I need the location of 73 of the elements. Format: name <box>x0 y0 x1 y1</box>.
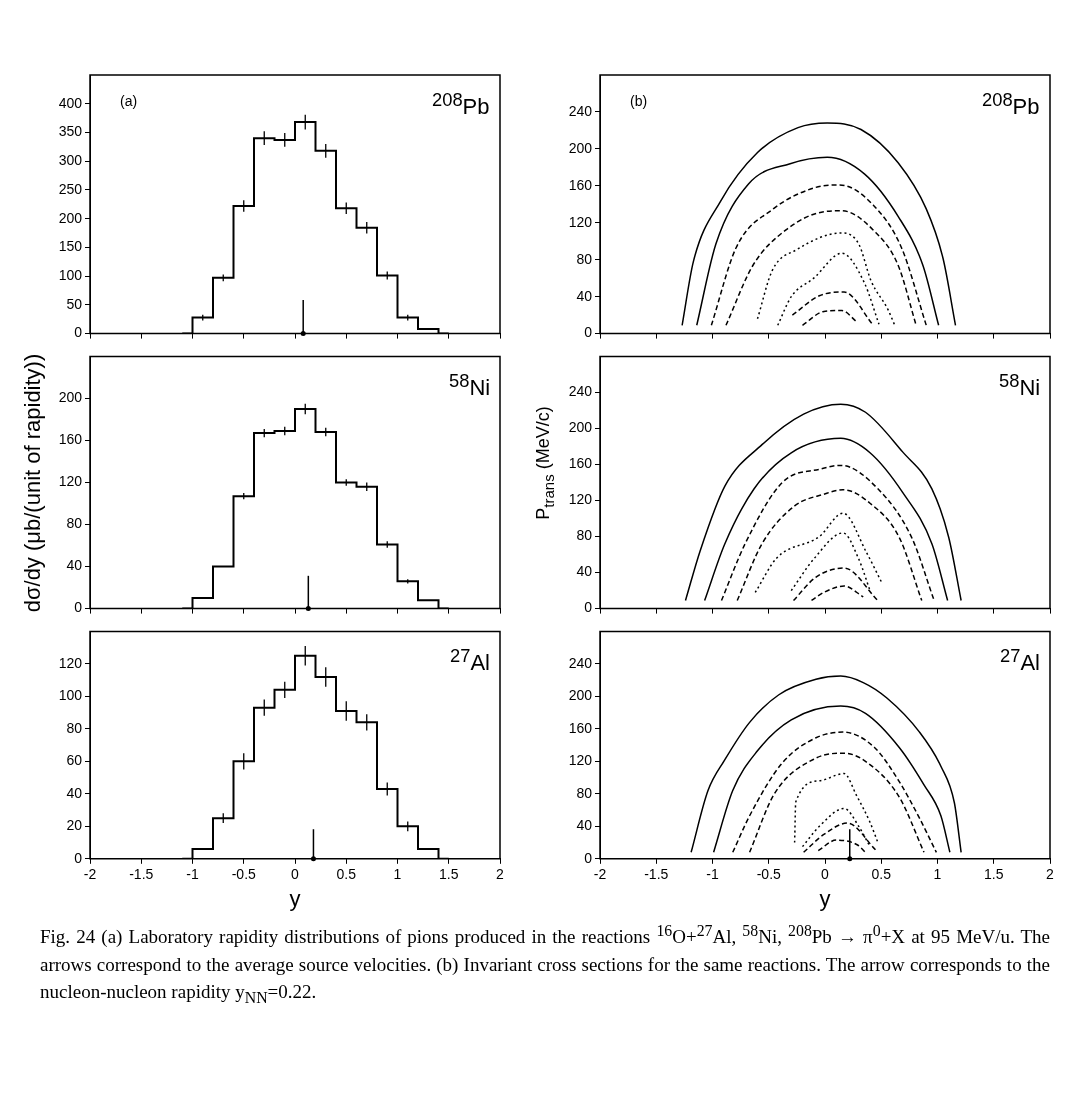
y-tick-label: 80 <box>576 784 593 801</box>
y-tick-label: 40 <box>66 557 83 574</box>
y-tick-label: 0 <box>74 849 83 866</box>
y-tick-label: 240 <box>568 102 593 119</box>
y-tick-label: 0 <box>584 849 593 866</box>
x-tick-label: 0.5 <box>336 866 357 883</box>
y-tick-label: 40 <box>576 817 593 834</box>
y-tick-label: 40 <box>576 563 593 580</box>
y-tick-label: 20 <box>66 817 83 834</box>
y-tick-label: 400 <box>58 94 83 111</box>
x-tick-label: 1.5 <box>439 866 459 883</box>
x-tick-label: -1 <box>706 866 719 883</box>
x-tick-label: -1 <box>186 866 199 883</box>
y-tick-label: 80 <box>576 527 593 544</box>
y-tick-label: 240 <box>568 383 593 400</box>
y-tick-label: 300 <box>58 152 83 169</box>
x-tick-label: -1.5 <box>129 866 154 883</box>
y-tick-label: 160 <box>568 176 593 193</box>
y-tick-label: 240 <box>568 654 593 671</box>
x-tick-label: -2 <box>593 866 607 883</box>
annotation: $^{208}$Pb <box>982 89 1040 121</box>
y-tick-label: 80 <box>66 515 83 532</box>
x-tick-label: 1.5 <box>984 866 1004 883</box>
x-tick-label: -0.5 <box>756 866 782 883</box>
annotation: (a) <box>120 93 138 109</box>
x-tick-label: 2 <box>1046 866 1055 883</box>
y-tick-label: 60 <box>66 752 83 769</box>
y-tick-label: 200 <box>58 389 83 406</box>
y-tick-label: 250 <box>58 180 83 197</box>
y-tick-label: 200 <box>568 687 593 704</box>
x-tick-label: 2 <box>496 866 505 883</box>
y-tick-label: 40 <box>66 784 83 801</box>
annotation: $^{58}$Ni <box>999 370 1041 402</box>
y-tick-label: 160 <box>58 431 83 448</box>
y-axis-title: dσ/dy (μb/(unit of rapidity)) <box>20 353 46 612</box>
y-tick-label: 100 <box>58 687 83 704</box>
x-axis-title: y <box>819 885 831 911</box>
y-tick-label: 120 <box>568 752 593 769</box>
y-tick-label: 120 <box>568 213 593 230</box>
y-tick-label: 120 <box>58 654 83 671</box>
x-tick-label: 1 <box>393 866 402 883</box>
y-tick-label: 0 <box>74 324 83 341</box>
x-tick-label: 0 <box>291 866 300 883</box>
annotation: $^{27}$Al <box>450 645 490 677</box>
y-tick-label: 100 <box>58 266 83 283</box>
x-tick-label: -2 <box>83 866 97 883</box>
y-tick-label: 160 <box>568 719 593 736</box>
y-tick-label: 40 <box>576 287 593 304</box>
y-tick-label: 80 <box>66 719 83 736</box>
y-tick-label: 350 <box>58 123 83 140</box>
y-tick-label: 150 <box>58 238 83 255</box>
annotation: (b) <box>630 93 648 109</box>
x-tick-label: 1 <box>933 866 942 883</box>
y-tick-label: 200 <box>568 139 593 156</box>
y-tick-label: 0 <box>74 599 83 616</box>
y-tick-label: 50 <box>66 295 83 312</box>
y-tick-label: 0 <box>584 324 593 341</box>
annotation: $^{208}$Pb <box>432 89 490 121</box>
x-tick-label: 0 <box>821 866 830 883</box>
y-tick-label: 200 <box>58 209 83 226</box>
text: Fig. 24 (a) Laboratory rapidity distributions of pions produced in the reactions $^{16}$O+$^{27}$Al, $^{58}$Ni, $^{208}$Pb → π$^{0}$+X at 95 MeV/u. The arrows correspond to the average source velocities. (b) Invariant cross sections for the same reactions. The arrow corresponds to the nucleon-nucleon rapidity y$_{NN}$=0.22. <box>40 922 1051 1007</box>
y-tick-label: 80 <box>576 250 593 267</box>
x-tick-label: -1.5 <box>644 866 669 883</box>
x-axis-title: y <box>289 885 301 911</box>
annotation: $^{58}$Ni <box>449 370 491 402</box>
y-tick-label: 120 <box>568 491 593 508</box>
y-tick-label: 200 <box>568 419 593 436</box>
y-tick-label: 0 <box>584 599 593 616</box>
annotation: $^{27}$Al <box>1000 645 1040 677</box>
y-tick-label: 160 <box>568 455 593 472</box>
x-tick-label: 0.5 <box>871 866 892 883</box>
x-tick-label: -0.5 <box>231 866 257 883</box>
y-tick-label: 120 <box>58 473 83 490</box>
